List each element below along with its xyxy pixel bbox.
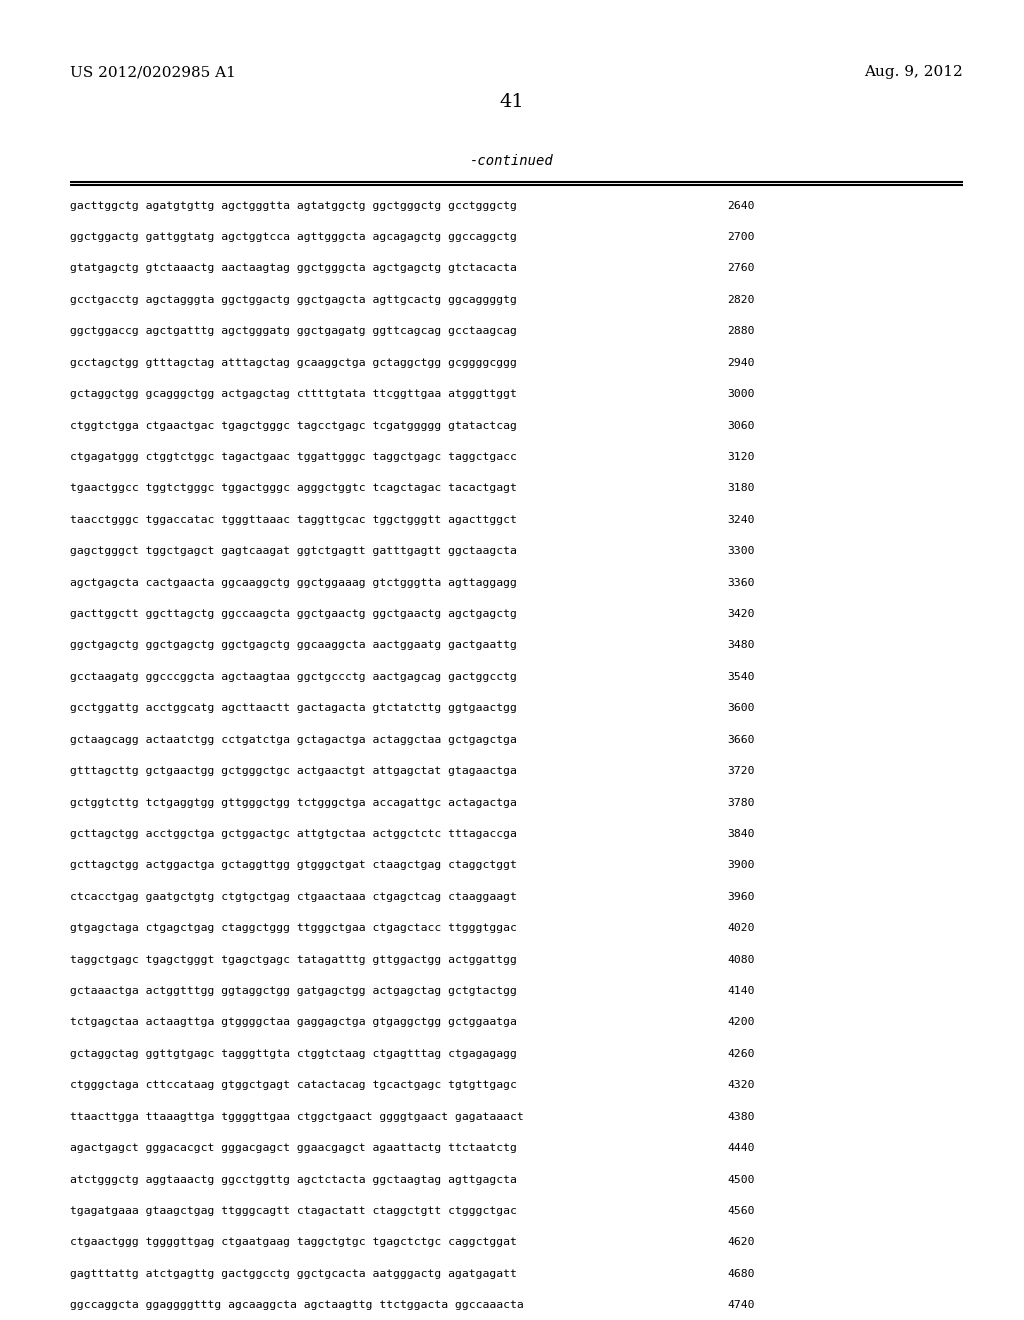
Text: gcttagctgg acctggctga gctggactgc attgtgctaa actggctctc tttagaccga: gcttagctgg acctggctga gctggactgc attgtgc…: [70, 829, 516, 840]
Text: ggctgagctg ggctgagctg ggctgagctg ggcaaggcta aactggaatg gactgaattg: ggctgagctg ggctgagctg ggctgagctg ggcaagg…: [70, 640, 516, 651]
Text: gtttagcttg gctgaactgg gctgggctgc actgaactgt attgagctat gtagaactga: gtttagcttg gctgaactgg gctgggctgc actgaac…: [70, 766, 516, 776]
Text: 4680: 4680: [727, 1269, 755, 1279]
Text: ttaacttgga ttaaagttga tggggttgaa ctggctgaact ggggtgaact gagataaact: ttaacttgga ttaaagttga tggggttgaa ctggctg…: [70, 1111, 523, 1122]
Text: gcctagctgg gtttagctag atttagctag gcaaggctga gctaggctgg gcggggcggg: gcctagctgg gtttagctag atttagctag gcaaggc…: [70, 358, 516, 368]
Text: 3660: 3660: [727, 735, 755, 744]
Text: 2880: 2880: [727, 326, 755, 337]
Text: US 2012/0202985 A1: US 2012/0202985 A1: [70, 65, 236, 79]
Text: ctgaactggg tggggttgag ctgaatgaag taggctgtgc tgagctctgc caggctggat: ctgaactggg tggggttgag ctgaatgaag taggctg…: [70, 1237, 516, 1247]
Text: 3480: 3480: [727, 640, 755, 651]
Text: gacttggctt ggcttagctg ggccaagcta ggctgaactg ggctgaactg agctgagctg: gacttggctt ggcttagctg ggccaagcta ggctgaa…: [70, 609, 516, 619]
Text: 4620: 4620: [727, 1237, 755, 1247]
Text: gcttagctgg actggactga gctaggttgg gtgggctgat ctaagctgag ctaggctggt: gcttagctgg actggactga gctaggttgg gtgggct…: [70, 861, 516, 870]
Text: tgagatgaaa gtaagctgag ttgggcagtt ctagactatt ctaggctgtt ctgggctgac: tgagatgaaa gtaagctgag ttgggcagtt ctagact…: [70, 1206, 516, 1216]
Text: taggctgagc tgagctgggt tgagctgagc tatagatttg gttggactgg actggattgg: taggctgagc tgagctgggt tgagctgagc tatagat…: [70, 954, 516, 965]
Text: 4440: 4440: [727, 1143, 755, 1154]
Text: tctgagctaa actaagttga gtggggctaa gaggagctga gtgaggctgg gctggaatga: tctgagctaa actaagttga gtggggctaa gaggagc…: [70, 1018, 516, 1027]
Text: 3360: 3360: [727, 578, 755, 587]
Text: 2760: 2760: [727, 264, 755, 273]
Text: tgaactggcc tggtctgggc tggactgggc agggctggtc tcagctagac tacactgagt: tgaactggcc tggtctgggc tggactgggc agggctg…: [70, 483, 516, 494]
Text: 4260: 4260: [727, 1049, 755, 1059]
Text: 4740: 4740: [727, 1300, 755, 1311]
Text: 2700: 2700: [727, 232, 755, 242]
Text: ctcacctgag gaatgctgtg ctgtgctgag ctgaactaaa ctgagctcag ctaaggaagt: ctcacctgag gaatgctgtg ctgtgctgag ctgaact…: [70, 892, 516, 902]
Text: 4140: 4140: [727, 986, 755, 997]
Text: gctaggctgg gcagggctgg actgagctag cttttgtata ttcggttgaa atgggttggt: gctaggctgg gcagggctgg actgagctag cttttgt…: [70, 389, 516, 399]
Text: 4320: 4320: [727, 1080, 755, 1090]
Text: 2640: 2640: [727, 201, 755, 211]
Text: gcctggattg acctggcatg agcttaactt gactagacta gtctatcttg ggtgaactgg: gcctggattg acctggcatg agcttaactt gactaga…: [70, 704, 516, 713]
Text: 3600: 3600: [727, 704, 755, 713]
Text: 41: 41: [500, 92, 524, 111]
Text: 4080: 4080: [727, 954, 755, 965]
Text: ggctggaccg agctgatttg agctgggatg ggctgagatg ggttcagcag gcctaagcag: ggctggaccg agctgatttg agctgggatg ggctgag…: [70, 326, 516, 337]
Text: agactgagct gggacacgct gggacgagct ggaacgagct agaattactg ttctaatctg: agactgagct gggacacgct gggacgagct ggaacga…: [70, 1143, 516, 1154]
Text: 4500: 4500: [727, 1175, 755, 1184]
Text: 4020: 4020: [727, 923, 755, 933]
Text: gtgagctaga ctgagctgag ctaggctggg ttgggctgaa ctgagctacc ttgggtggac: gtgagctaga ctgagctgag ctaggctggg ttgggct…: [70, 923, 516, 933]
Text: 3060: 3060: [727, 421, 755, 430]
Text: 4560: 4560: [727, 1206, 755, 1216]
Text: ctgggctaga cttccataag gtggctgagt catactacag tgcactgagc tgtgttgagc: ctgggctaga cttccataag gtggctgagt catacta…: [70, 1080, 516, 1090]
Text: 2820: 2820: [727, 294, 755, 305]
Text: 2940: 2940: [727, 358, 755, 368]
Text: gagtttattg atctgagttg gactggcctg ggctgcacta aatgggactg agatgagatt: gagtttattg atctgagttg gactggcctg ggctgca…: [70, 1269, 516, 1279]
Text: 3000: 3000: [727, 389, 755, 399]
Text: taacctgggc tggaccatac tgggttaaac taggttgcac tggctgggtt agacttggct: taacctgggc tggaccatac tgggttaaac taggttg…: [70, 515, 516, 525]
Text: 3300: 3300: [727, 546, 755, 556]
Text: atctgggctg aggtaaactg ggcctggttg agctctacta ggctaagtag agttgagcta: atctgggctg aggtaaactg ggcctggttg agctcta…: [70, 1175, 516, 1184]
Text: 3720: 3720: [727, 766, 755, 776]
Text: 3540: 3540: [727, 672, 755, 682]
Text: agctgagcta cactgaacta ggcaaggctg ggctggaaag gtctgggtta agttaggagg: agctgagcta cactgaacta ggcaaggctg ggctgga…: [70, 578, 516, 587]
Text: 3780: 3780: [727, 797, 755, 808]
Text: 4380: 4380: [727, 1111, 755, 1122]
Text: ctgagatggg ctggtctggc tagactgaac tggattgggc taggctgagc taggctgacc: ctgagatggg ctggtctggc tagactgaac tggattg…: [70, 451, 516, 462]
Text: gctaagcagg actaatctgg cctgatctga gctagactga actaggctaa gctgagctga: gctaagcagg actaatctgg cctgatctga gctagac…: [70, 735, 516, 744]
Text: gcctaagatg ggcccggcta agctaagtaa ggctgccctg aactgagcag gactggcctg: gcctaagatg ggcccggcta agctaagtaa ggctgcc…: [70, 672, 516, 682]
Text: -continued: -continued: [470, 153, 554, 168]
Text: gagctgggct tggctgagct gagtcaagat ggtctgagtt gatttgagtt ggctaagcta: gagctgggct tggctgagct gagtcaagat ggtctga…: [70, 546, 516, 556]
Text: gacttggctg agatgtgttg agctgggtta agtatggctg ggctgggctg gcctgggctg: gacttggctg agatgtgttg agctgggtta agtatgg…: [70, 201, 516, 211]
Text: Aug. 9, 2012: Aug. 9, 2012: [864, 65, 963, 79]
Text: gctggtcttg tctgaggtgg gttgggctgg tctgggctga accagattgc actagactga: gctggtcttg tctgaggtgg gttgggctgg tctgggc…: [70, 797, 516, 808]
Text: 3420: 3420: [727, 609, 755, 619]
Text: ggctggactg gattggtatg agctggtcca agttgggcta agcagagctg ggccaggctg: ggctggactg gattggtatg agctggtcca agttggg…: [70, 232, 516, 242]
Text: ctggtctgga ctgaactgac tgagctgggc tagcctgagc tcgatggggg gtatactcag: ctggtctgga ctgaactgac tgagctgggc tagcctg…: [70, 421, 516, 430]
Text: 3180: 3180: [727, 483, 755, 494]
Text: 3240: 3240: [727, 515, 755, 525]
Text: gctaggctag ggttgtgagc tagggttgta ctggtctaag ctgagtttag ctgagagagg: gctaggctag ggttgtgagc tagggttgta ctggtct…: [70, 1049, 516, 1059]
Text: 3840: 3840: [727, 829, 755, 840]
Text: 4200: 4200: [727, 1018, 755, 1027]
Text: 3900: 3900: [727, 861, 755, 870]
Text: 3120: 3120: [727, 451, 755, 462]
Text: gtatgagctg gtctaaactg aactaagtag ggctgggcta agctgagctg gtctacacta: gtatgagctg gtctaaactg aactaagtag ggctggg…: [70, 264, 516, 273]
Text: 3960: 3960: [727, 892, 755, 902]
Text: gctaaactga actggtttgg ggtaggctgg gatgagctgg actgagctag gctgtactgg: gctaaactga actggtttgg ggtaggctgg gatgagc…: [70, 986, 516, 997]
Text: ggccaggcta ggaggggtttg agcaaggcta agctaagttg ttctggacta ggccaaacta: ggccaggcta ggaggggtttg agcaaggcta agctaa…: [70, 1300, 523, 1311]
Text: gcctgacctg agctagggta ggctggactg ggctgagcta agttgcactg ggcaggggtg: gcctgacctg agctagggta ggctggactg ggctgag…: [70, 294, 516, 305]
